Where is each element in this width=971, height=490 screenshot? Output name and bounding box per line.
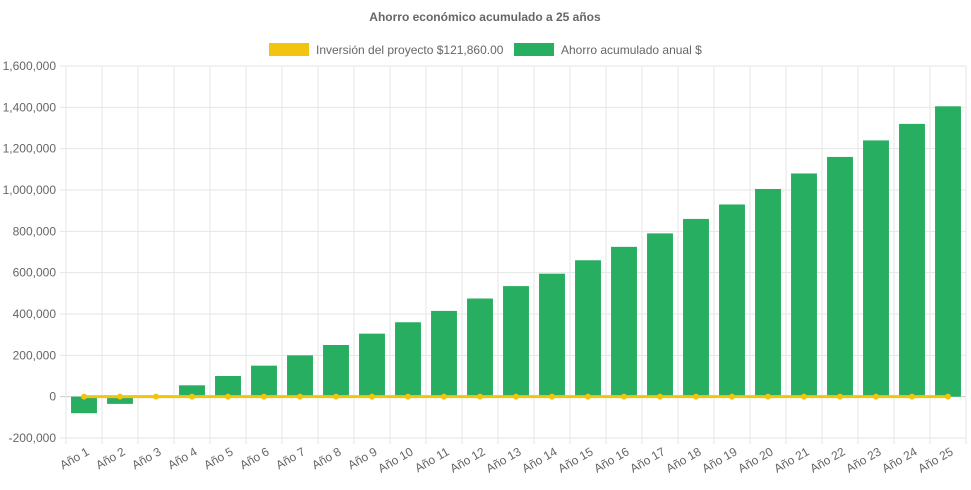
- bar: [179, 385, 205, 397]
- y-tick-label: 1,600,000: [3, 59, 57, 73]
- bar: [611, 246, 637, 397]
- y-tick-label: 0: [49, 390, 56, 404]
- bar: [107, 396, 133, 404]
- line-point: [477, 393, 483, 400]
- y-tick-label: -200,000: [9, 431, 57, 445]
- x-tick-label: Año 6: [237, 444, 271, 472]
- line-point: [369, 393, 375, 400]
- y-tick-label: 1,200,000: [3, 142, 57, 156]
- line-point: [153, 393, 159, 400]
- bar: [323, 345, 349, 397]
- x-tick-label: Año 8: [309, 444, 343, 472]
- line-point: [657, 393, 663, 400]
- bar: [647, 233, 673, 397]
- x-tick-label: Año 21: [772, 444, 812, 475]
- line-point: [549, 393, 555, 400]
- bar: [755, 188, 781, 397]
- line-point: [117, 393, 123, 400]
- line-point: [693, 393, 699, 400]
- bar: [359, 333, 385, 397]
- bar: [215, 376, 241, 397]
- line-point: [801, 393, 807, 400]
- chart-title: Ahorro económico acumulado a 25 años: [369, 10, 601, 24]
- x-tick-label: Año 10: [376, 444, 416, 475]
- line-point: [945, 393, 951, 400]
- line-point: [621, 393, 627, 400]
- line-point: [225, 393, 231, 400]
- bar: [503, 286, 529, 397]
- bar: [683, 218, 709, 397]
- line-point: [765, 393, 771, 400]
- x-tick-label: Año 23: [844, 444, 884, 475]
- x-tick-label: Año 13: [484, 444, 524, 475]
- bar: [863, 140, 889, 397]
- line-point: [189, 393, 195, 400]
- line-point: [261, 393, 267, 400]
- line-series: [81, 393, 951, 400]
- legend-swatch: [514, 43, 554, 56]
- grid: [60, 65, 967, 444]
- x-tick-label: Año 2: [93, 444, 127, 472]
- x-axis: Año 1 Año 2 Año 3 Año 4 Año 5 Año 6 Año 7 Año 8…: [57, 444, 955, 475]
- bar: [539, 273, 565, 397]
- bar: [575, 260, 601, 397]
- x-tick-label: Año 4: [165, 444, 199, 472]
- bar: [287, 355, 313, 397]
- x-tick-label: Año 9: [345, 444, 379, 472]
- x-tick-label: Año 5: [201, 444, 235, 472]
- x-tick-label: Año 12: [448, 444, 488, 475]
- bar: [467, 298, 493, 397]
- line-point: [729, 393, 735, 400]
- legend-swatch: [269, 43, 309, 56]
- y-tick-label: 800,000: [13, 224, 57, 238]
- x-tick-label: Año 3: [129, 444, 163, 472]
- line-point: [909, 393, 915, 400]
- x-tick-label: Año 25: [916, 444, 956, 475]
- y-axis: -200,000 0 200,000 400,000 600,000 800,000 1,0…: [3, 59, 57, 445]
- y-tick-label: 1,400,000: [3, 100, 57, 114]
- x-tick-label: Año 22: [808, 444, 848, 475]
- line-point: [873, 393, 879, 400]
- legend-label: Ahorro acumulado anual $: [561, 43, 702, 57]
- bar: [251, 365, 277, 397]
- bar: [719, 204, 745, 397]
- bar: [71, 396, 97, 414]
- legend-label: Inversión del proyecto $121,860.00: [316, 43, 504, 57]
- line-point: [333, 393, 339, 400]
- bar: [899, 123, 925, 397]
- x-tick-label: Año 11: [412, 444, 451, 475]
- bar: [431, 310, 457, 397]
- line-point: [297, 393, 303, 400]
- bar-series: [71, 106, 961, 414]
- x-tick-label: Año 20: [736, 444, 776, 475]
- line-point: [585, 393, 591, 400]
- line-point: [405, 393, 411, 400]
- x-tick-label: Año 17: [628, 444, 668, 475]
- legend: Inversión del proyecto $121,860.00 Ahorro…: [269, 43, 702, 57]
- line-point: [513, 393, 519, 400]
- x-tick-label: Año 24: [880, 444, 920, 475]
- bar: [395, 322, 421, 397]
- y-tick-label: 1,000,000: [3, 183, 57, 197]
- x-tick-label: Año 16: [592, 444, 632, 475]
- line-point: [441, 393, 447, 400]
- y-tick-label: 400,000: [13, 307, 57, 321]
- x-tick-label: Año 19: [700, 444, 740, 475]
- bar: [791, 173, 817, 397]
- y-tick-label: 200,000: [13, 348, 57, 362]
- y-tick-label: 600,000: [13, 266, 57, 280]
- bar: [935, 106, 961, 397]
- x-tick-label: Año 7: [273, 444, 307, 472]
- x-tick-label: Año 14: [520, 444, 560, 475]
- bar: [827, 156, 853, 397]
- line-point: [837, 393, 843, 400]
- x-tick-label: Año 18: [664, 444, 704, 475]
- x-tick-label: Año 1: [57, 444, 91, 472]
- line-point: [81, 393, 87, 400]
- x-tick-label: Año 15: [556, 444, 596, 475]
